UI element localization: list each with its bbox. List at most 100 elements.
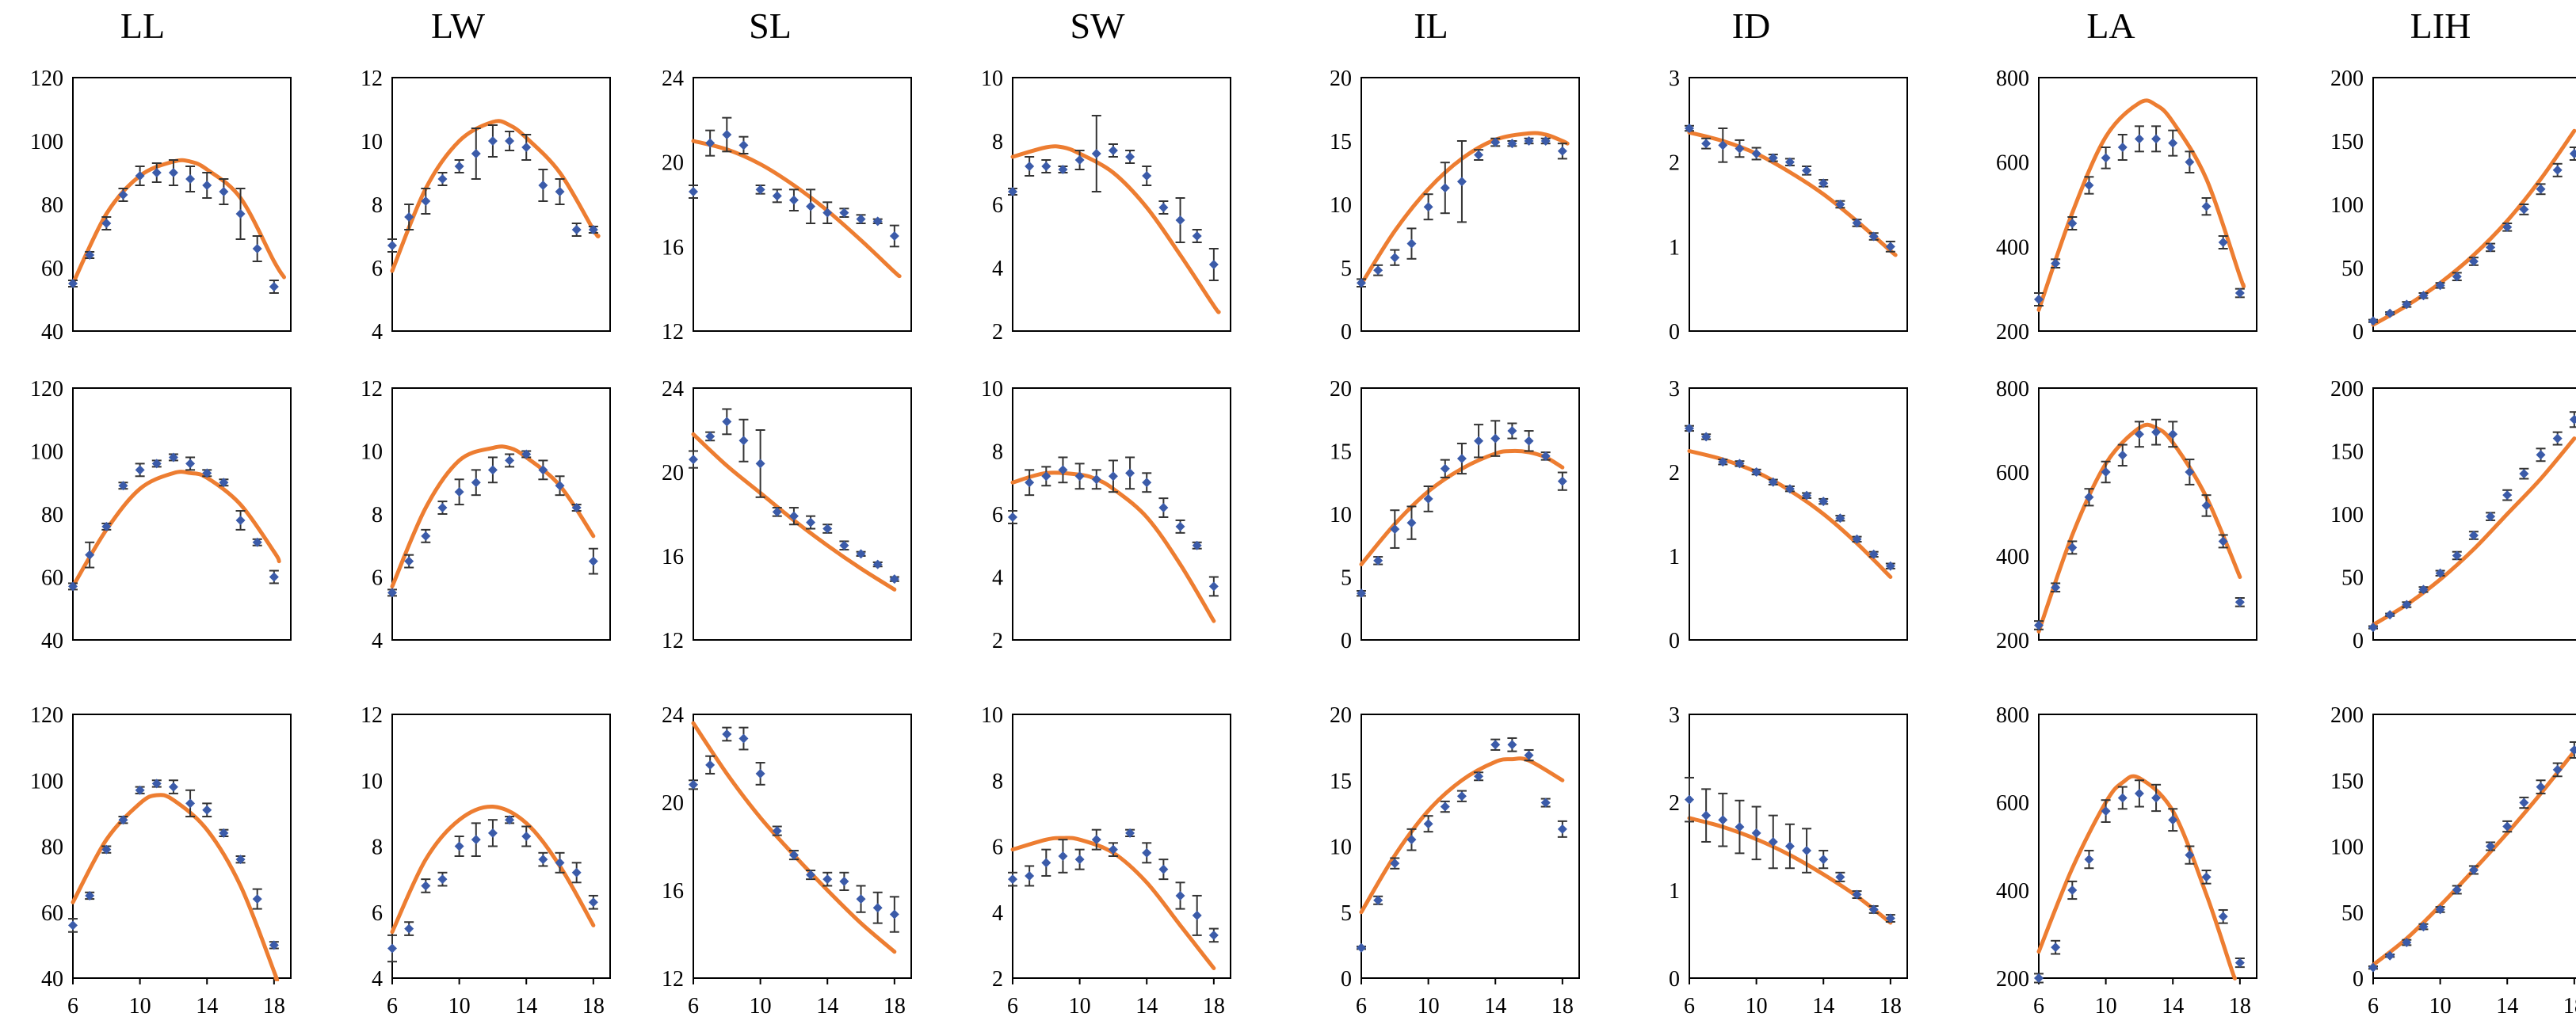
- data-point: [118, 188, 128, 202]
- y-tick-label: 4: [372, 320, 383, 345]
- data-point: [1357, 588, 1366, 599]
- diamond-marker: [1802, 490, 1812, 501]
- y-tick-label: 5: [1341, 257, 1352, 281]
- diamond-marker: [1818, 497, 1829, 507]
- diamond-marker: [2368, 623, 2378, 633]
- plot-frame: [391, 77, 611, 332]
- diamond-marker: [705, 138, 716, 148]
- y-tick-label: 8: [992, 130, 1003, 154]
- data-point: [538, 851, 548, 867]
- data-point: [454, 159, 464, 173]
- y-tick-label: 120: [30, 703, 63, 728]
- diamond-marker: [1751, 467, 1761, 477]
- y-tick-label: 60: [41, 257, 63, 281]
- panel-il-row2: 0 5 10 15 20: [1330, 377, 1580, 653]
- diamond-marker: [2519, 204, 2529, 215]
- data-point: [68, 581, 78, 592]
- data-point: [788, 507, 799, 526]
- plot-frame: [693, 77, 912, 332]
- data-point: [1802, 828, 1812, 874]
- data-point: [2402, 938, 2412, 948]
- data-point: [1008, 871, 1017, 887]
- diamond-marker: [168, 452, 178, 463]
- diamond-marker: [2084, 855, 2094, 865]
- data-point: [1701, 137, 1712, 150]
- data-point: [1406, 828, 1417, 851]
- data-point: [1557, 820, 1567, 838]
- diamond-marker: [1524, 136, 1534, 146]
- diamond-marker: [2385, 610, 2395, 620]
- diamond-marker: [2185, 467, 2195, 477]
- diamond-marker: [1685, 423, 1694, 433]
- y-tick-label: 1: [1669, 235, 1680, 260]
- diamond-marker: [1784, 484, 1795, 494]
- diamond-marker: [135, 465, 145, 475]
- data-point: [85, 541, 95, 569]
- data-point: [404, 204, 414, 230]
- data-point: [219, 178, 229, 205]
- panels: 4060801001204681012121620242468100510152…: [30, 67, 2576, 1018]
- y-tick-label: 4: [372, 629, 383, 653]
- data-point: [1158, 200, 1169, 215]
- data-point: [1074, 150, 1085, 170]
- data-point: [2536, 779, 2546, 794]
- data-point: [2051, 258, 2061, 268]
- data-point: [1423, 193, 1433, 221]
- diamond-marker: [2368, 962, 2378, 973]
- data-point: [772, 188, 782, 204]
- diamond-marker: [1091, 149, 1101, 158]
- x-tick-label: 6: [1356, 994, 1367, 1018]
- data-point: [1540, 798, 1551, 808]
- data-point: [2234, 958, 2245, 969]
- data-point: [839, 871, 849, 891]
- data-point: [2084, 176, 2094, 195]
- data-point: [738, 418, 749, 463]
- diamond-marker: [2234, 288, 2245, 298]
- data-point: [1701, 432, 1712, 442]
- data-point: [689, 450, 698, 469]
- data-point: [2552, 762, 2563, 778]
- plot-frame: [2038, 387, 2257, 641]
- fitted-curve: [1010, 836, 1216, 971]
- data-point: [1125, 150, 1135, 164]
- data-point: [2435, 904, 2445, 915]
- data-point: [168, 452, 178, 463]
- data-point: [2435, 568, 2445, 578]
- data-point: [1818, 178, 1829, 188]
- data-point: [2185, 845, 2195, 865]
- diamond-marker: [822, 874, 833, 885]
- y-tick-label: 10: [361, 440, 383, 465]
- data-point: [1768, 153, 1778, 163]
- data-point: [68, 918, 78, 933]
- diamond-marker: [2402, 600, 2412, 610]
- diamond-marker: [588, 225, 598, 234]
- diamond-marker: [1852, 218, 1862, 228]
- data-point: [1406, 505, 1417, 540]
- diamond-marker: [2368, 316, 2378, 326]
- data-point: [2218, 235, 2228, 249]
- diamond-marker: [571, 503, 582, 513]
- diamond-marker: [2234, 958, 2245, 968]
- fitted-curve: [2371, 749, 2576, 967]
- diamond-marker: [1041, 471, 1051, 482]
- data-point: [2519, 204, 2529, 215]
- x-tick-label: 14: [816, 994, 838, 1018]
- data-point: [705, 129, 716, 157]
- data-point: [404, 921, 414, 936]
- fitted-curve: [1687, 130, 1898, 257]
- data-point: [1718, 792, 1728, 847]
- diamond-marker: [1456, 791, 1467, 801]
- data-point: [2201, 197, 2212, 216]
- y-tick-label: 15: [1330, 130, 1352, 154]
- data-point: [521, 449, 532, 459]
- diamond-marker: [2034, 620, 2044, 630]
- diamond-marker: [1557, 146, 1567, 156]
- x-tick-label: 10: [1418, 994, 1440, 1018]
- diamond-marker: [2151, 793, 2162, 803]
- data-point: [505, 131, 515, 151]
- x-tick-label: 18: [1880, 994, 1902, 1018]
- y-tick-label: 20: [662, 461, 684, 485]
- data-point: [2502, 222, 2513, 232]
- y-tick-label: 10: [361, 769, 383, 794]
- data-point: [1390, 857, 1400, 870]
